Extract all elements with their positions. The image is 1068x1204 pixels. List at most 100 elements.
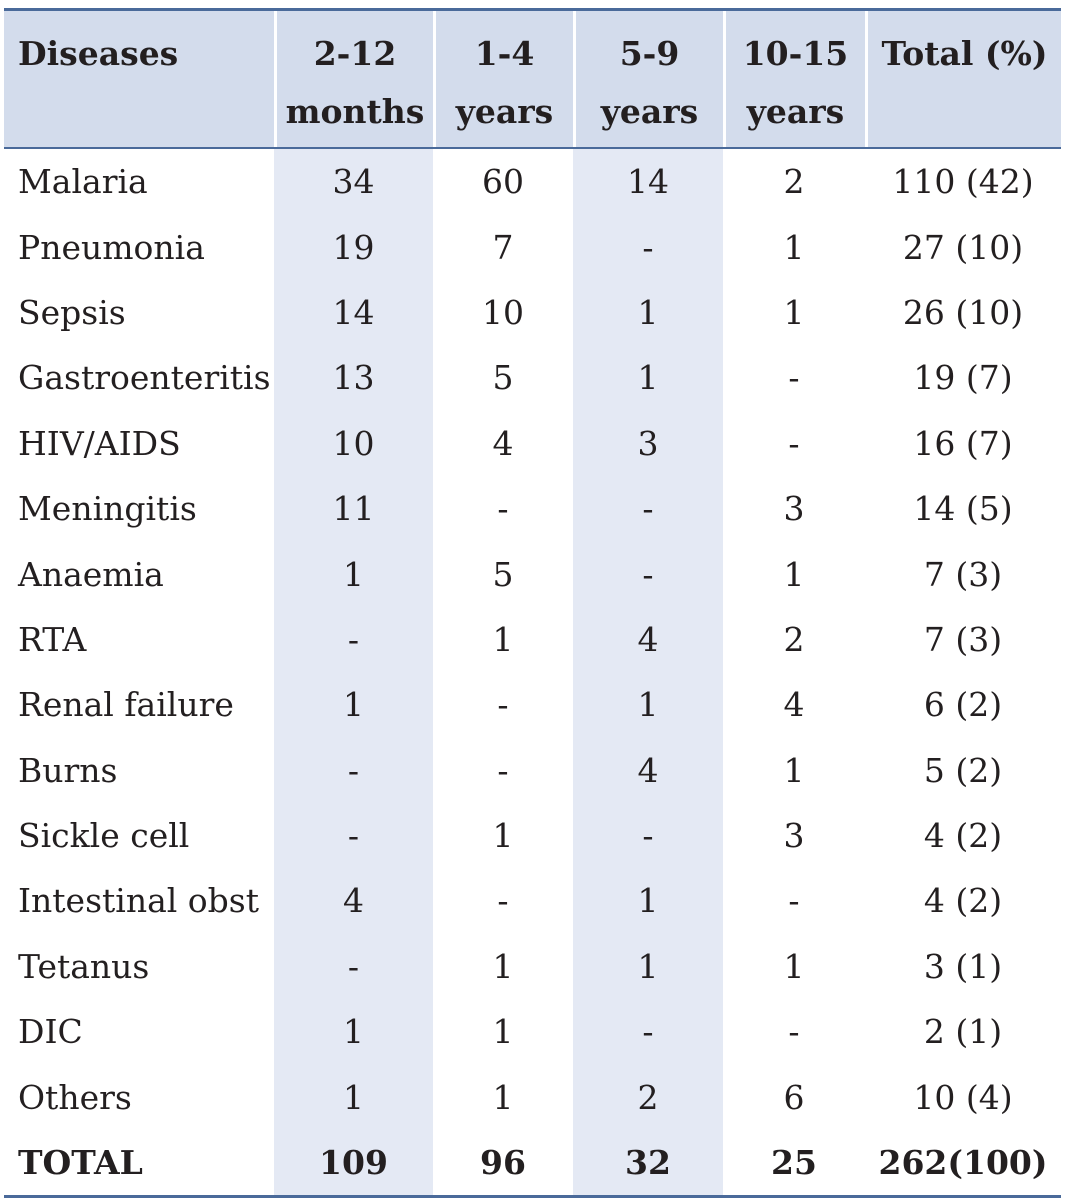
header-text: 5-9 xyxy=(619,34,680,73)
table-row: Anaemia 1 5 - 1 7 (3) xyxy=(4,541,1061,607)
header-text: years xyxy=(600,92,699,131)
table-cell: 27 (10) xyxy=(902,227,1024,267)
table-cell: 4 xyxy=(492,423,514,463)
table-cell: 1 xyxy=(492,619,514,659)
table-row: Others 1 1 2 6 10 (4) xyxy=(4,1064,1061,1130)
table-cell: 10 xyxy=(274,410,433,476)
table-cell: 1 xyxy=(573,345,723,411)
row-label: TOTAL xyxy=(18,1143,143,1183)
table-cell: 1 xyxy=(783,292,805,332)
table-cell: - xyxy=(788,881,800,921)
table-cell: - xyxy=(497,750,509,790)
table-cell: 11 xyxy=(274,475,433,542)
table-cell: 2 xyxy=(573,1064,723,1130)
row-label: RTA xyxy=(18,619,87,659)
table-cell: - xyxy=(497,685,509,725)
row-label: Anaemia xyxy=(18,554,164,594)
table-cell: - xyxy=(573,802,723,869)
table-row: Pneumonia 19 7 - 1 27 (10) xyxy=(4,214,1061,280)
table-cell: 1 xyxy=(492,816,514,856)
table-cell: 19 xyxy=(274,214,433,280)
table-cell: 10 xyxy=(482,292,524,332)
table-cell: 1 xyxy=(274,1064,433,1130)
row-label: Tetanus xyxy=(18,946,150,986)
row-label: Burns xyxy=(18,750,118,790)
table-cell: 1 xyxy=(492,1077,514,1117)
table-cell: 34 xyxy=(274,149,433,215)
header-text: 2-12 xyxy=(313,34,397,73)
table-row: Intestinal obst 4 - 1 - 4 (2) xyxy=(4,868,1061,934)
table-cell: 1 xyxy=(783,946,805,986)
table-row: Sepsis 14 10 1 1 26 (10) xyxy=(4,279,1061,346)
table-cell: 262(100) xyxy=(878,1143,1048,1183)
table-cell: 3 xyxy=(573,410,723,476)
header-cell: 10-15 years xyxy=(723,11,865,147)
table-cell: 1 xyxy=(783,750,805,790)
table-cell: 1 xyxy=(573,279,723,346)
table-cell: 1 xyxy=(573,933,723,1000)
table-cell: - xyxy=(788,358,800,398)
row-label: Sepsis xyxy=(18,292,126,332)
row-label: Sickle cell xyxy=(18,816,190,856)
table-cell: 25 xyxy=(771,1143,817,1183)
table-cell: 1 xyxy=(492,1012,514,1052)
table-row: RTA - 1 4 2 7 (3) xyxy=(4,606,1061,673)
table-top-rule xyxy=(4,8,1061,11)
row-label: Gastroenteritis xyxy=(18,358,271,398)
table-cell: 1 xyxy=(783,554,805,594)
row-label: Renal failure xyxy=(18,685,234,725)
table-cell: 96 xyxy=(480,1143,526,1183)
table-cell: 110 (42) xyxy=(892,162,1034,202)
table-cell: 19 (7) xyxy=(913,358,1013,398)
header-cell: Total (%) xyxy=(865,11,1061,147)
row-label: Meningitis xyxy=(18,489,197,529)
table-row: Tetanus - 1 1 1 3 (1) xyxy=(4,933,1061,1000)
table-cell: 3 xyxy=(783,489,805,529)
header-text: years xyxy=(455,92,554,131)
header-text: Diseases xyxy=(18,34,179,73)
table-cell: - xyxy=(274,606,433,673)
header-cell: Diseases xyxy=(4,11,274,147)
table-cell: - xyxy=(573,475,723,542)
table-row: Malaria 34 60 14 2 110 (42) xyxy=(4,149,1061,215)
table-row: DIC 1 1 - - 2 (1) xyxy=(4,999,1061,1065)
header-cell: 1-4 years xyxy=(433,11,573,147)
row-label: DIC xyxy=(18,1012,83,1052)
header-cell: 2-12 months xyxy=(274,11,433,147)
table-cell: 26 (10) xyxy=(902,292,1024,332)
header-text: 1-4 xyxy=(474,34,535,73)
table-body: Malaria 34 60 14 2 110 (42) Pneumonia 19 7-1 27 (… xyxy=(4,149,1061,1196)
table-cell: 32 xyxy=(573,1129,723,1196)
table-cell: 14 (5) xyxy=(913,489,1013,529)
table-cell: 1 xyxy=(274,672,433,738)
table-cell: 14 xyxy=(274,279,433,346)
table-cell: 1 xyxy=(274,541,433,607)
table-cell: - xyxy=(573,999,723,1065)
table-cell: 3 xyxy=(783,816,805,856)
table-cell: 2 xyxy=(783,619,805,659)
table-cell: 7 xyxy=(492,227,514,267)
table-cell: 5 (2) xyxy=(923,750,1003,790)
table-cell: 13 xyxy=(274,345,433,411)
table-cell: - xyxy=(497,489,509,529)
table-cell: 4 xyxy=(274,868,433,934)
table-cell: 16 (7) xyxy=(913,423,1013,463)
table-cell: 7 (3) xyxy=(923,554,1003,594)
table-row: Gastroenteritis 13 5 1 - 19 (7) xyxy=(4,345,1061,411)
table-cell: 4 xyxy=(783,685,805,725)
table-row: Sickle cell - 1 - 3 4 (2) xyxy=(4,802,1061,869)
table-cell: - xyxy=(788,423,800,463)
table-cell: - xyxy=(497,881,509,921)
table-cell: 60 xyxy=(482,162,524,202)
header-text: years xyxy=(746,92,845,131)
table-cell: 4 (2) xyxy=(923,816,1003,856)
header-text: 10-15 xyxy=(742,34,849,73)
table-cell: - xyxy=(573,541,723,607)
table-cell: 1 xyxy=(573,672,723,738)
table-cell: 5 xyxy=(492,358,514,398)
table-row: Meningitis 11 - - 3 14 (5) xyxy=(4,475,1061,542)
table-cell: - xyxy=(573,214,723,280)
table-cell: 1 xyxy=(573,868,723,934)
disease-table: Diseases 2-12 months 1-4 years 5-9 years 10-15 y… xyxy=(4,8,1061,1199)
table-header: Diseases 2-12 months 1-4 years 5-9 years 10-15 y… xyxy=(4,11,1061,147)
